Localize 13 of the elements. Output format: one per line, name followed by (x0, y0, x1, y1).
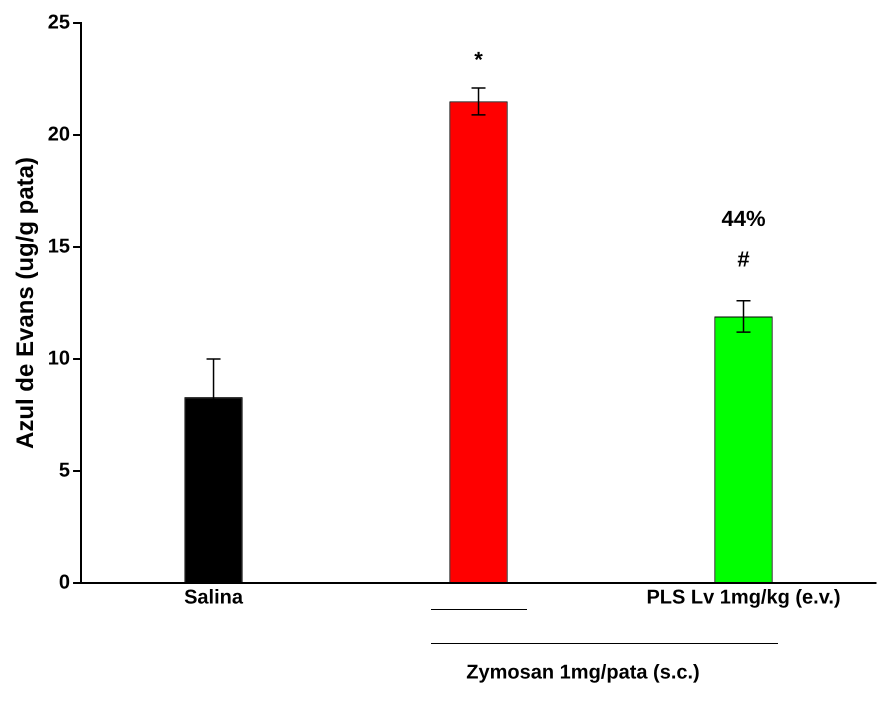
annotation: 44% (721, 206, 766, 232)
y-axis-title: Azul de Evans (ug/g pata) (12, 156, 40, 450)
y-tick-label: 15 (48, 236, 70, 258)
x-tick-label: PLS Lv 1mg/kg (e.v.) (646, 586, 841, 609)
text: Zymosan 1mg/pata (s.c.) (466, 662, 700, 684)
y-tick-label: 25 (48, 12, 70, 34)
annotation: * (474, 47, 484, 72)
y-tick-label: 20 (48, 124, 70, 146)
y-tick-label: 10 (48, 348, 70, 370)
y-tick-label: 0 (58, 572, 70, 594)
y-tick-label: 5 (58, 460, 70, 482)
x-tick-label: Salina (184, 586, 244, 609)
annotation: # (737, 246, 750, 272)
